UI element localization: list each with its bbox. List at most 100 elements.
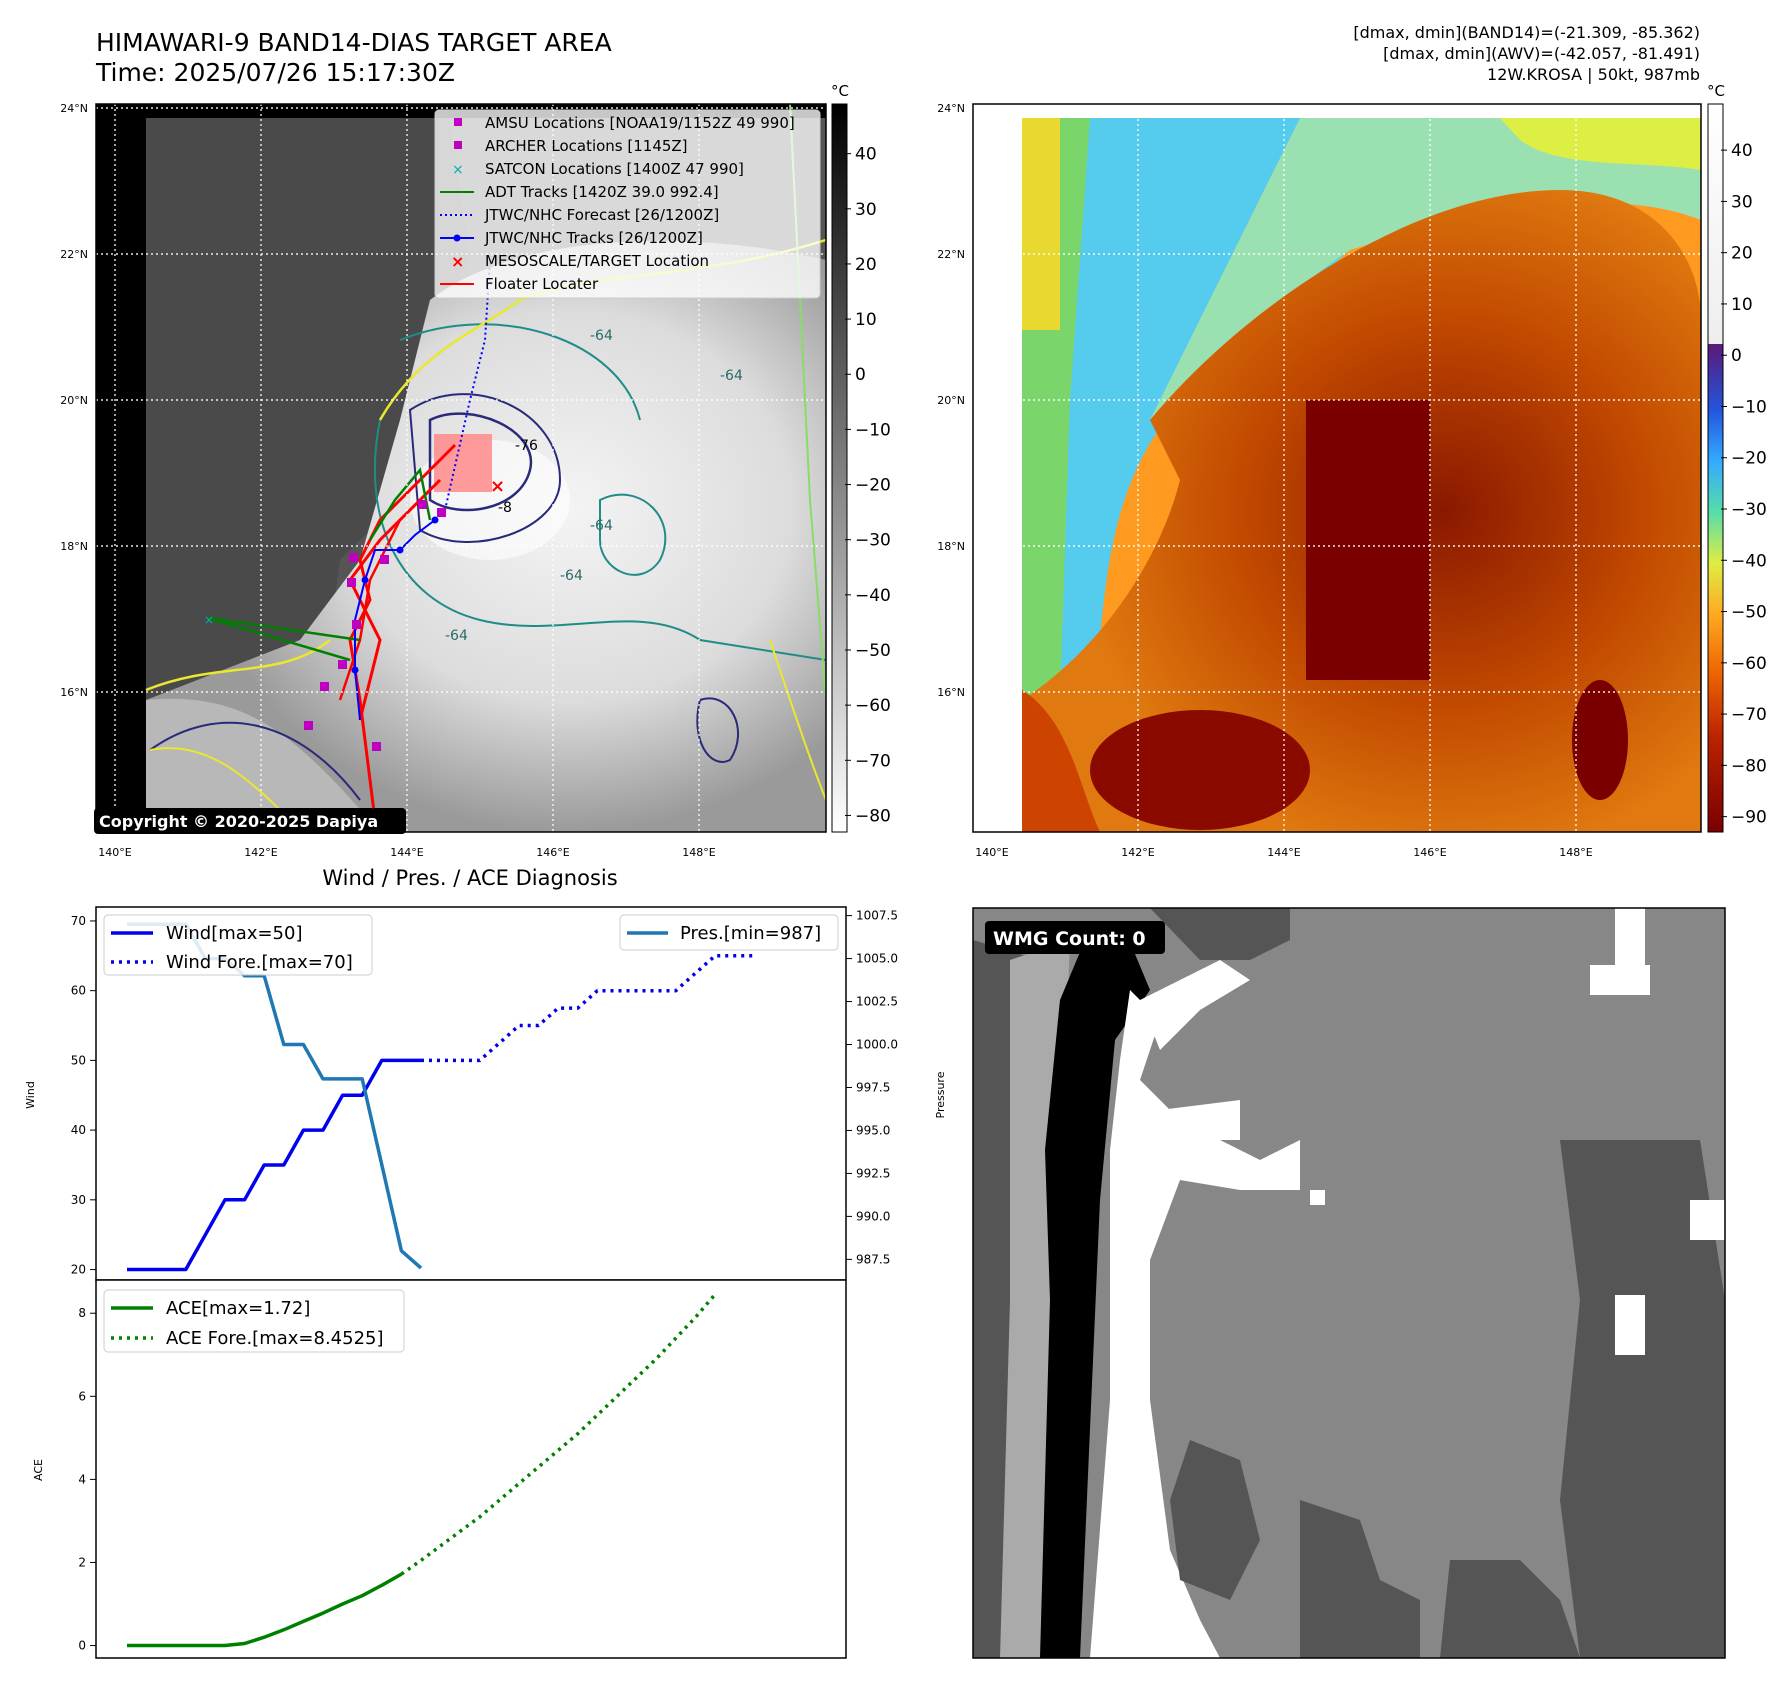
svg-text:144°E: 144°E xyxy=(1267,846,1300,859)
pressure-axis-tick-label: 992.5 xyxy=(856,1166,890,1180)
legend-pressure: Pres.[min=987] xyxy=(680,923,821,944)
pressure-axis-tick-label: 997.5 xyxy=(856,1080,890,1094)
ace-axis-label: ACE xyxy=(32,1459,45,1481)
copyright-text: Copyright © 2020-2025 Dapiya xyxy=(99,812,378,831)
wind-axis-tick-label: 60 xyxy=(71,984,86,998)
svg-text:-64: -64 xyxy=(590,518,613,534)
legend-ace-fore: ACE Fore.[max=8.4525] xyxy=(166,1328,384,1349)
svg-text:16°N: 16°N xyxy=(60,686,88,699)
awv-imagery xyxy=(973,104,1701,832)
ace-legend: ACE[max=1.72] ACE Fore.[max=8.4525] xyxy=(103,1289,405,1353)
legend-wind-fore: Wind Fore.[max=70] xyxy=(166,952,353,973)
svg-text:-8: -8 xyxy=(498,500,512,516)
ace-chart: 0 2 4 6 8 ACE ACE[max=1.72] ACE Fore.[max=8.… xyxy=(32,1279,847,1659)
pressure-axis-tick-label: 995.0 xyxy=(856,1123,890,1137)
ace-series xyxy=(127,1293,717,1648)
svg-text:20°N: 20°N xyxy=(60,394,88,407)
svg-text:142°E: 142°E xyxy=(1121,846,1154,859)
awv-gridlines xyxy=(973,104,1701,832)
ace-axis-tick-label: 6 xyxy=(78,1389,86,1403)
storm-info: 12W.KROSA | 50kt, 987mb xyxy=(1487,65,1700,84)
awv-colorbar-tick-label: −40 xyxy=(1731,551,1767,571)
diagnosis-title: Wind / Pres. / ACE Diagnosis xyxy=(322,866,617,890)
pressure-axis-tick-label: 987.5 xyxy=(856,1252,890,1266)
ace-y-ticks: 0 2 4 6 8 xyxy=(78,1306,96,1653)
ir-lon-ticks: 140°E 142°E 144°E 146°E 148°E xyxy=(98,846,715,859)
awv-map: 24°N 22°N 20°N 18°N 16°N 140°E 142°E 144… xyxy=(937,102,1702,859)
svg-text:140°E: 140°E xyxy=(975,846,1008,859)
ace-line xyxy=(127,1572,403,1648)
ir-colorbar-unit: °C xyxy=(831,82,849,100)
ir-colorbar-tick-label: −60 xyxy=(855,696,891,716)
svg-text:18°N: 18°N xyxy=(60,540,88,553)
awv-colorbar-tick-label: −60 xyxy=(1731,654,1767,674)
svg-text:144°E: 144°E xyxy=(390,846,423,859)
wind-axis-tick-label: 40 xyxy=(71,1123,86,1137)
band14-range: [dmax, dmin](BAND14)=(-21.309, -85.362) xyxy=(1353,23,1700,42)
wmg-panel: WMG Count: 0 xyxy=(972,907,1726,1659)
svg-text:140°E: 140°E xyxy=(98,846,131,859)
svg-text:146°E: 146°E xyxy=(1413,846,1446,859)
satcon-legend-marker: × xyxy=(452,162,464,178)
target-legend-marker: × xyxy=(451,252,464,271)
awv-colorbar-tick-label: −90 xyxy=(1731,808,1767,828)
legend-adt: ADT Tracks [1420Z 39.0 992.4] xyxy=(485,183,719,201)
ir-colorbar-tick-label: −40 xyxy=(855,586,891,606)
awv-colorbar-tick-label: 20 xyxy=(1731,244,1753,264)
ir-colorbar-tick-label: 10 xyxy=(855,310,877,330)
ace-axis-tick-label: 4 xyxy=(78,1472,86,1486)
awv-colorbar-tick-label: 0 xyxy=(1731,346,1742,366)
svg-text:142°E: 142°E xyxy=(244,846,277,859)
svg-text:22°N: 22°N xyxy=(60,248,88,261)
pressure-y-ticks: 987.5 990.0 992.5 995.0 997.5 1000.0 1002.5 100… xyxy=(846,909,898,1266)
awv-colorbar: °C 40 30 20 10 0 −10 −20 −30 −40 −50 −60 −70 −80 −90 xyxy=(1707,82,1767,833)
svg-text:20°N: 20°N xyxy=(937,394,965,407)
wind-legend: Wind[max=50] Wind Fore.[max=70] xyxy=(103,914,373,976)
ir-colorbar-tick-label: 40 xyxy=(855,145,877,165)
legend-satcon: SATCON Locations [1400Z 47 990] xyxy=(485,160,744,178)
ir-colorbar-tick-label: −20 xyxy=(855,476,891,496)
svg-text:148°E: 148°E xyxy=(682,846,715,859)
awv-lon-ticks: 140°E 142°E 144°E 146°E 148°E xyxy=(975,846,1592,859)
ir-colorbar-tick-label: −80 xyxy=(855,806,891,826)
legend-amsu: AMSU Locations [NOAA19/1152Z 49 990] xyxy=(485,114,795,132)
awv-colorbar-tick-label: −50 xyxy=(1731,603,1767,623)
satcon-marker: × xyxy=(204,613,214,627)
figure-time: Time: 2025/07/26 15:17:30Z xyxy=(95,58,455,87)
awv-colorbar-tick-label: 30 xyxy=(1731,192,1753,212)
awv-colorbar-tick-label: −70 xyxy=(1731,705,1767,725)
legend-archer: ARCHER Locations [1145Z] xyxy=(485,137,688,155)
svg-text:148°E: 148°E xyxy=(1559,846,1592,859)
target-marker: × xyxy=(490,476,505,497)
ace-axis-tick-label: 2 xyxy=(78,1555,86,1569)
ace-axis-tick-label: 0 xyxy=(78,1639,86,1653)
pressure-axis-tick-label: 1007.5 xyxy=(856,909,898,923)
ir-colorbar-tick-label: −10 xyxy=(855,420,891,440)
ir-map: × × -64 -64 -76 -64 -64 -8 -64 xyxy=(60,102,827,859)
legend-ace: ACE[max=1.72] xyxy=(166,1298,310,1319)
awv-colorbar-tick-label: −80 xyxy=(1731,756,1767,776)
legend-tracks: JTWC/NHC Tracks [26/1200Z] xyxy=(484,229,703,247)
archer-legend-marker xyxy=(454,141,462,149)
ir-colorbar: °C 40 30 20 10 0 −10 −20 −30 −40 −50 −60 −70 −80 xyxy=(831,82,891,833)
legend-floater: Floater Locater xyxy=(485,275,599,293)
pressure-legend: Pres.[min=987] xyxy=(619,914,839,951)
pressure-axis-tick-label: 990.0 xyxy=(856,1209,890,1223)
pressure-axis-tick-label: 1005.0 xyxy=(856,952,898,966)
copyright-badge xyxy=(94,808,406,834)
pressure-axis-label: Pressure xyxy=(934,1071,947,1118)
ace-axis-tick-label: 8 xyxy=(78,1306,86,1320)
awv-colorbar-ticks: 40 30 20 10 0 −10 −20 −30 −40 −50 −60 −70 −80 −90 xyxy=(1721,141,1767,828)
wmg-imagery xyxy=(973,908,1725,1658)
ir-colorbar-tick-label: −70 xyxy=(855,751,891,771)
amsu-archer-markers xyxy=(304,500,446,751)
ir-colorbar-ticks: 40 30 20 10 0 −10 −20 −30 −40 −50 −60 −70 −80 xyxy=(845,145,891,826)
svg-text:22°N: 22°N xyxy=(937,248,965,261)
legend-wind: Wind[max=50] xyxy=(166,923,303,944)
awv-colorbar-tick-label: −20 xyxy=(1731,449,1767,469)
jtwc-tracks xyxy=(351,516,439,721)
amsu-legend-marker xyxy=(454,118,462,126)
wmg-count: WMG Count: 0 xyxy=(993,928,1146,950)
awv-colorbar-unit: °C xyxy=(1707,82,1725,100)
ace-forecast-line xyxy=(400,1293,717,1576)
